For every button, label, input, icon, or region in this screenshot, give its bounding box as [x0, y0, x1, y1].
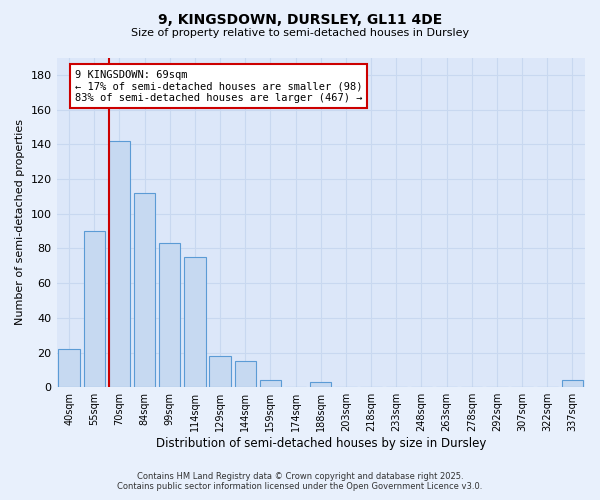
Text: 9 KINGSDOWN: 69sqm
← 17% of semi-detached houses are smaller (98)
83% of semi-de: 9 KINGSDOWN: 69sqm ← 17% of semi-detache…	[75, 70, 362, 103]
Text: Contains HM Land Registry data © Crown copyright and database right 2025.
Contai: Contains HM Land Registry data © Crown c…	[118, 472, 482, 491]
Bar	[310, 382, 331, 387]
Y-axis label: Number of semi-detached properties: Number of semi-detached properties	[15, 120, 25, 326]
Bar	[83, 231, 105, 387]
Text: 9, KINGSDOWN, DURSLEY, GL11 4DE: 9, KINGSDOWN, DURSLEY, GL11 4DE	[158, 12, 442, 26]
Bar	[134, 193, 155, 387]
Bar	[159, 243, 181, 387]
Bar	[109, 141, 130, 387]
Bar	[562, 380, 583, 387]
X-axis label: Distribution of semi-detached houses by size in Dursley: Distribution of semi-detached houses by …	[155, 437, 486, 450]
Bar	[58, 349, 80, 387]
Text: Size of property relative to semi-detached houses in Dursley: Size of property relative to semi-detach…	[131, 28, 469, 38]
Bar	[260, 380, 281, 387]
Bar	[235, 361, 256, 387]
Bar	[209, 356, 231, 387]
Bar	[184, 257, 206, 387]
